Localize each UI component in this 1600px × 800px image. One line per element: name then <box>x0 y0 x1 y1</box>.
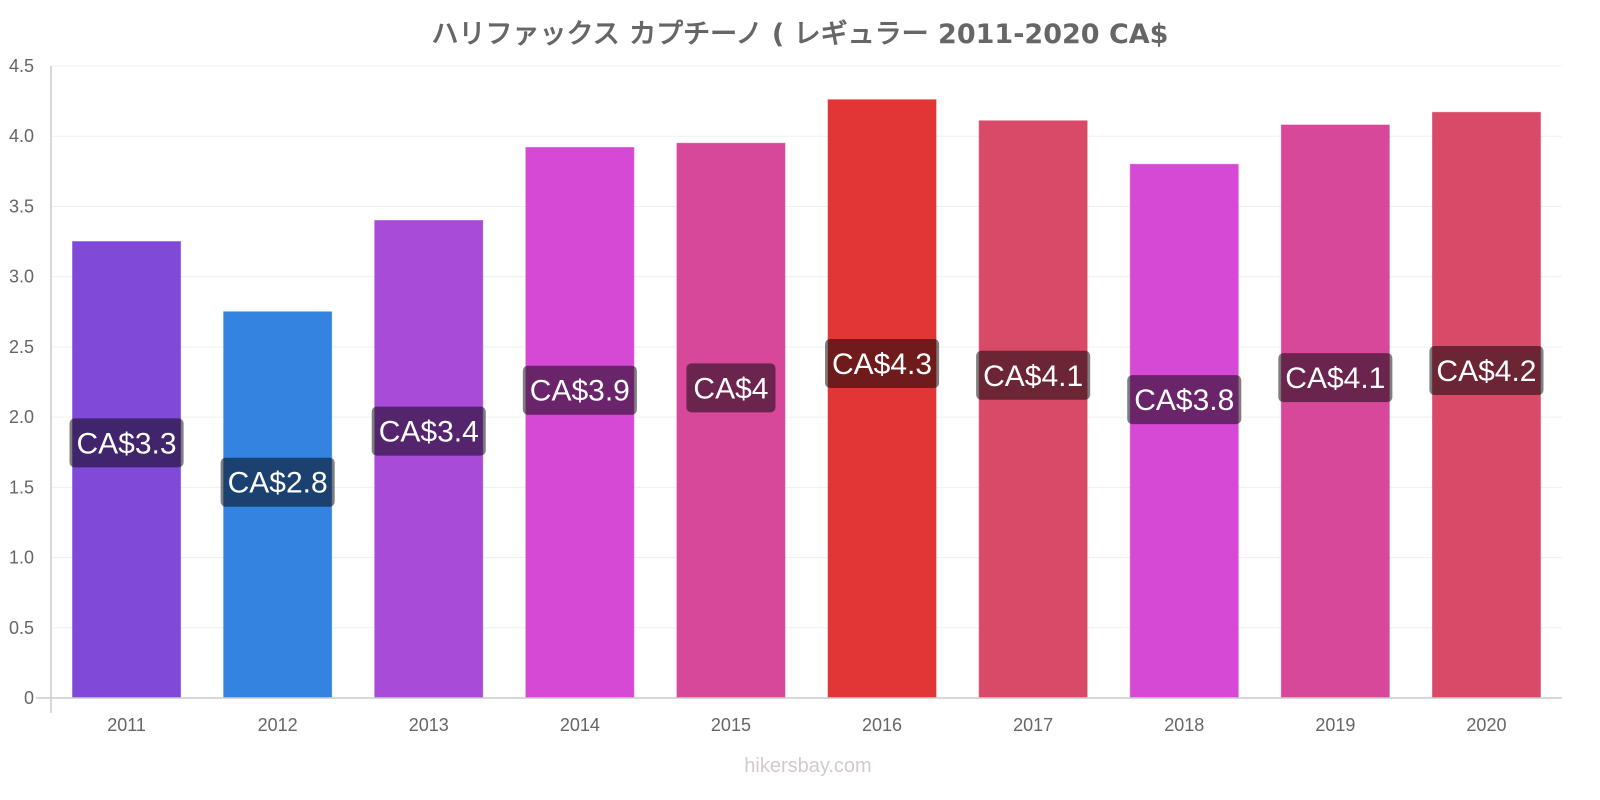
y-tick-label: 2.0 <box>9 407 34 427</box>
bar-2018 <box>1129 163 1239 699</box>
data-label-2012: CA$2.8 <box>220 457 335 507</box>
x-tick-label: 2015 <box>711 715 751 735</box>
data-labels: CA$3.3 CA$2.8 CA$3.4 CA$3.9 CA$4 CA$4.3 CA$4.1… <box>69 338 1544 507</box>
x-tick-label: 2013 <box>409 715 449 735</box>
data-label-text: CA$4.1 <box>983 360 1083 393</box>
x-tick-label: 2011 <box>107 715 146 735</box>
x-tick-label: 2017 <box>1013 715 1053 735</box>
data-label-box <box>220 457 335 507</box>
data-label-text: CA$3.9 <box>530 375 630 408</box>
x-axis-ticks: 2011 2012 2013 2014 2015 2016 2017 2018 2019 2020 <box>107 715 1506 735</box>
y-tick-label: 4.0 <box>9 126 34 146</box>
data-label-box <box>1429 346 1544 396</box>
data-label-text: CA$4.2 <box>1436 355 1536 388</box>
y-tick-label: 4.5 <box>9 56 34 76</box>
x-tick-label: 2014 <box>560 715 600 735</box>
data-label-2018: CA$3.8 <box>1127 375 1242 425</box>
data-label-2013: CA$3.4 <box>371 406 486 456</box>
y-tick-label: 1.5 <box>9 477 34 497</box>
y-tick-label: 1.0 <box>9 548 34 568</box>
data-label-box <box>686 363 776 413</box>
y-tick-label: 0 <box>24 688 34 708</box>
data-label-box <box>69 418 184 468</box>
x-tick-label: 2019 <box>1315 715 1355 735</box>
data-label-text: CA$3.4 <box>379 416 479 449</box>
y-tick-label: 3.5 <box>9 196 34 216</box>
data-label-box <box>522 365 637 415</box>
data-label-box <box>976 350 1091 400</box>
bar-2014 <box>525 146 635 699</box>
data-label-text: CA$3.3 <box>77 427 177 460</box>
bar-2017 <box>978 120 1088 699</box>
data-label-2020: CA$4.2 <box>1429 346 1544 396</box>
chart-title: ハリファックス カプチーノ ( レギュラー 2011-2020 CA$ <box>432 19 1169 50</box>
data-label-2015: CA$4 <box>686 363 776 413</box>
data-label-box <box>825 338 940 388</box>
watermark: hikersbay.com <box>744 755 871 777</box>
y-axis-ticks: 0 0.5 1.0 1.5 2.0 2.5 3.0 3.5 4.0 4.5 <box>9 56 34 708</box>
x-tick-label: 2016 <box>862 715 902 735</box>
data-label-text: CA$4.3 <box>832 348 932 381</box>
x-tick-label: 2012 <box>258 715 298 735</box>
x-tick-label: 2020 <box>1466 715 1506 735</box>
data-label-2014: CA$3.9 <box>522 365 637 415</box>
y-tick-label: 3.0 <box>9 267 34 287</box>
data-label-box <box>1278 353 1393 403</box>
data-label-box <box>1127 375 1242 425</box>
data-label-text: CA$4 <box>693 372 768 405</box>
data-label-2016: CA$4.3 <box>825 338 940 388</box>
data-label-text: CA$4.1 <box>1285 362 1385 395</box>
data-label-box <box>371 406 486 456</box>
data-label-text: CA$3.8 <box>1134 384 1234 417</box>
x-tick-label: 2018 <box>1164 715 1204 735</box>
data-label-2019: CA$4.1 <box>1278 353 1393 403</box>
bar-2015 <box>676 142 786 699</box>
bar-2020 <box>1431 111 1541 699</box>
data-label-2011: CA$3.3 <box>69 418 184 468</box>
data-label-2017: CA$4.1 <box>976 350 1091 400</box>
bar-2011 <box>72 241 182 699</box>
data-label-text: CA$2.8 <box>228 467 328 500</box>
y-tick-label: 0.5 <box>9 618 34 638</box>
y-tick-label: 2.5 <box>9 337 34 357</box>
bar-2016 <box>827 99 937 699</box>
bar-2019 <box>1280 124 1390 699</box>
bar-2013 <box>374 219 484 699</box>
